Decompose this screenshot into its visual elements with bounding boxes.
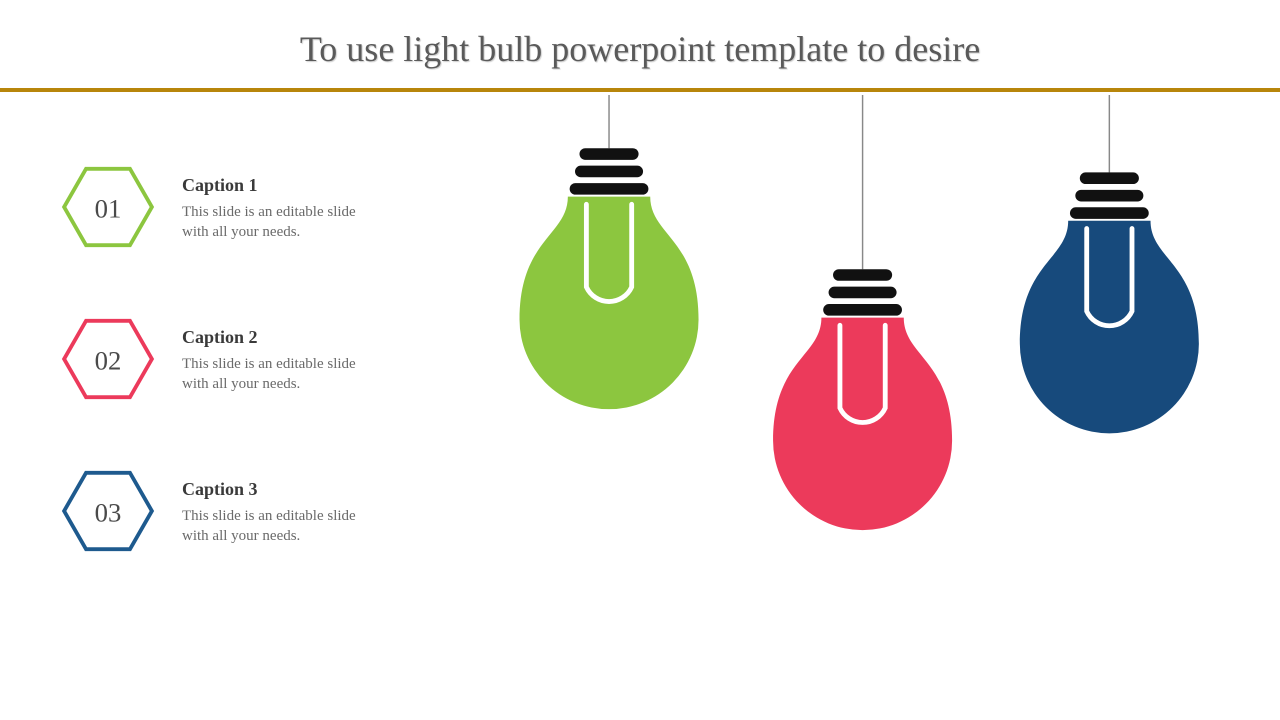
slide-title: To use light bulb powerpoint template to… [0, 0, 1280, 70]
bulbs-illustration [0, 95, 1280, 695]
title-divider [0, 88, 1280, 92]
